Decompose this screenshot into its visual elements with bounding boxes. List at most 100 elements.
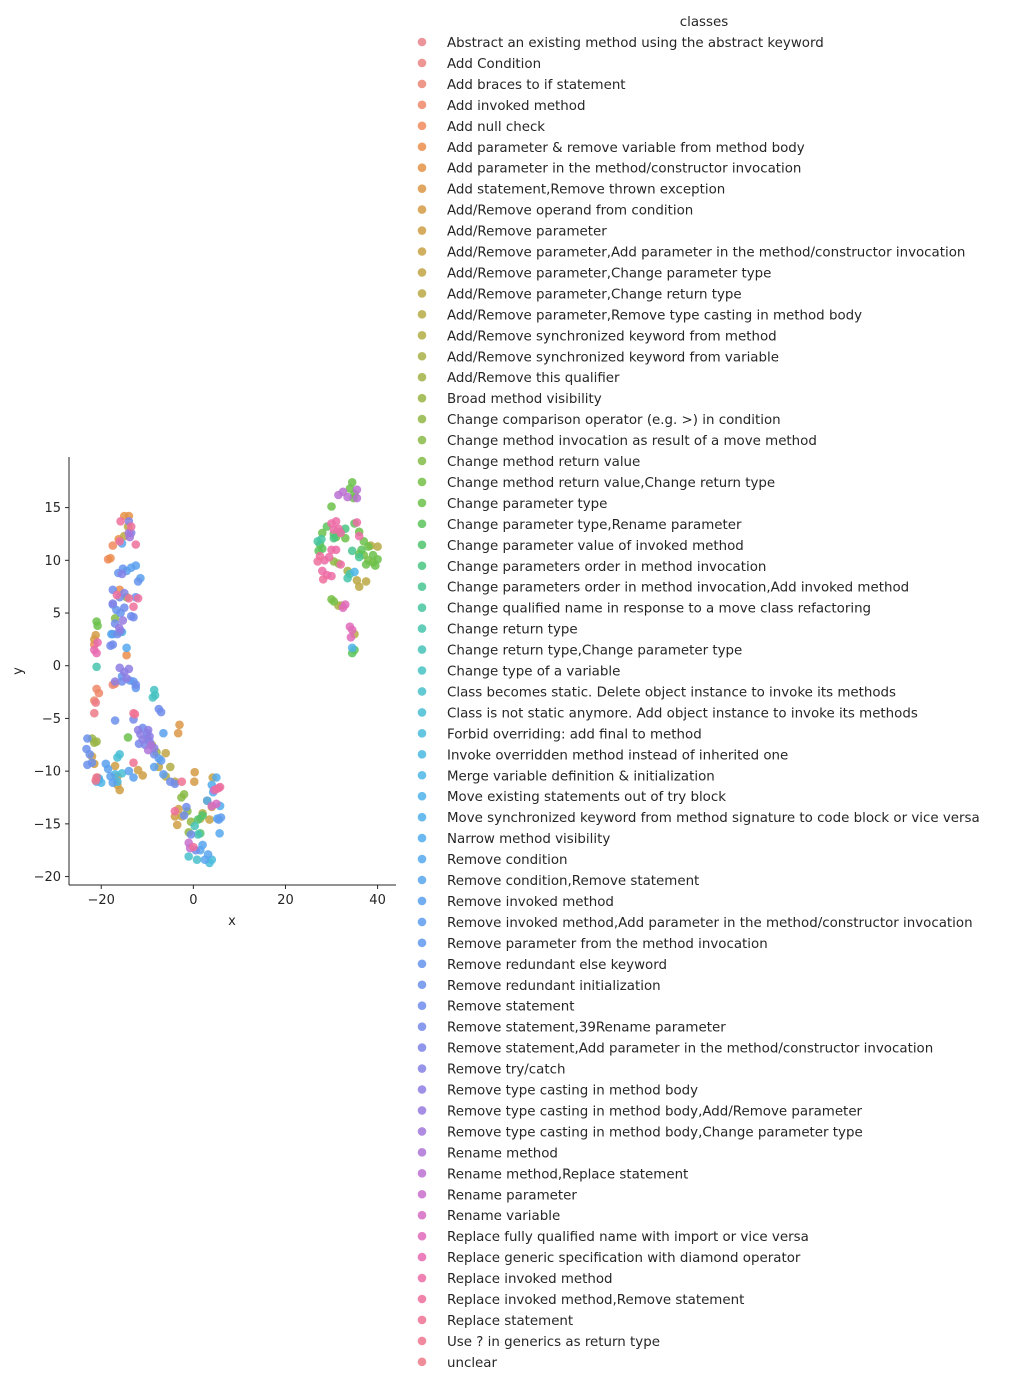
legend-label: Remove redundant initialization [447,979,661,994]
legend-item: Remove condition,Remove statement [417,874,699,889]
series-points [90,638,102,658]
legend-label: Replace statement [447,1314,573,1329]
legend-item: Change parameter type,Rename parameter [417,518,742,533]
series-points [184,852,202,864]
legend-label: Add statement,Remove thrown exception [447,183,725,198]
legend-marker [417,519,427,529]
legend-item: Remove try/catch [417,1063,565,1078]
legend-marker [417,1231,427,1241]
legend-label: Remove try/catch [447,1063,565,1078]
scatter-point [318,528,327,538]
legend-item: Broad method visibility [417,392,602,407]
legend-label: Add/Remove parameter [447,225,607,240]
legend-label: Remove statement [447,1000,575,1015]
legend-item: Add/Remove this qualifier [417,371,620,386]
legend-marker [417,393,427,403]
scatter-point [92,648,101,658]
legend-marker [417,1357,427,1367]
legend-label: Rename method [447,1146,558,1161]
legend-label: Change type of a variable [447,665,620,680]
scatter-point [110,677,120,686]
legend-marker [417,812,427,822]
legend-label: Broad method visibility [447,392,602,407]
scatter-point [91,630,100,640]
legend-item: Remove type casting in method body,Add/R… [417,1104,863,1119]
legend-item: Rename parameter [417,1188,577,1203]
legend-item: Change return type [417,623,578,638]
scatter-point [371,561,380,570]
legend-label: Add/Remove parameter,Change return type [447,287,742,302]
legend-label: Remove type casting in method body,Add/R… [447,1104,863,1119]
legend-marker [417,268,427,277]
points-layer [82,478,382,868]
y-tick-label: 0 [53,659,61,674]
legend-label: unclear [447,1356,498,1371]
legend-marker [417,1127,427,1136]
legend-item: Remove statement,Add parameter in the me… [417,1042,933,1057]
legend-item: Remove statement,39Rename parameter [417,1021,726,1036]
series-points [92,569,355,672]
legend-marker [417,750,427,759]
legend-marker [417,310,427,319]
legend-marker [417,1252,427,1262]
legend-item: Remove statement [417,1000,575,1015]
legend-item: Change type of a variable [417,665,620,680]
legend-marker [417,708,427,717]
legend-label: Remove invoked method,Add parameter in t… [447,916,973,931]
legend-item: Add/Remove parameter,Add parameter in th… [417,246,965,261]
scatter-point [92,662,101,672]
legend-marker [417,1273,427,1283]
scatter-point [126,522,136,531]
legend-item: Forbid overriding: add final to method [417,727,702,742]
scatter-point [116,517,125,526]
legend-item: Remove redundant initialization [417,979,661,994]
legend-item: Change parameters order in method invoca… [417,581,909,596]
legend-item: Change qualified name in response to a m… [417,602,871,617]
scatter-point [131,561,141,570]
legend-marker [417,1043,427,1052]
legend-item: Narrow method visibility [417,832,610,847]
scatter-point [115,750,124,759]
legend-item: Rename method [417,1146,558,1161]
legend-label: Add/Remove this qualifier [447,371,620,386]
scatter-point [315,551,325,561]
legend-item: Add/Remove synchronized keyword from met… [417,329,777,344]
scatter-point [145,732,154,741]
legend-marker [417,1189,427,1199]
legend-label: Merge variable definition & initializati… [447,769,715,784]
series-points [112,517,328,852]
scatter-point [324,552,334,562]
legend-label: Change parameter value of invoked method [447,539,744,554]
legend-label: Narrow method visibility [447,832,610,847]
legend-label: Remove statement,39Rename parameter [447,1021,726,1036]
scatter-point [122,650,131,660]
legend-item: Add braces to if statement [417,78,626,93]
legend-item: Class becomes static. Delete object inst… [417,685,896,700]
legend-label: Forbid overriding: add final to method [447,727,702,742]
legend-marker [417,456,427,466]
scatter-point [159,770,168,779]
legend-label: Add/Remove parameter,Change parameter ty… [447,266,771,281]
legend-item: Abstract an existing method using the ab… [417,36,824,51]
legend-label: Class becomes static. Delete object inst… [447,685,896,700]
legend-label: Add/Remove synchronized keyword from met… [447,329,777,344]
scatter-point [112,590,122,600]
legend-marker [417,687,427,696]
y-tick-label: 10 [44,554,61,569]
legend-marker [417,289,427,298]
scatter-point [357,545,366,555]
legend-marker [417,435,427,445]
legend-marker [417,498,427,508]
legend-marker [417,1315,427,1325]
legend-marker [417,603,427,612]
scatter-point [331,517,341,526]
scatter-point [336,560,346,569]
legend-item: Replace fully qualified name with import… [417,1230,809,1245]
legend-label: Add Condition [447,57,541,72]
scatter-point [85,750,94,759]
legend-item: unclear [417,1356,498,1371]
legend-item: Add/Remove parameter,Remove type casting… [417,308,862,323]
legend-item: Remove invoked method [417,895,614,910]
scatter-point [215,782,225,792]
legend-marker [417,959,427,969]
